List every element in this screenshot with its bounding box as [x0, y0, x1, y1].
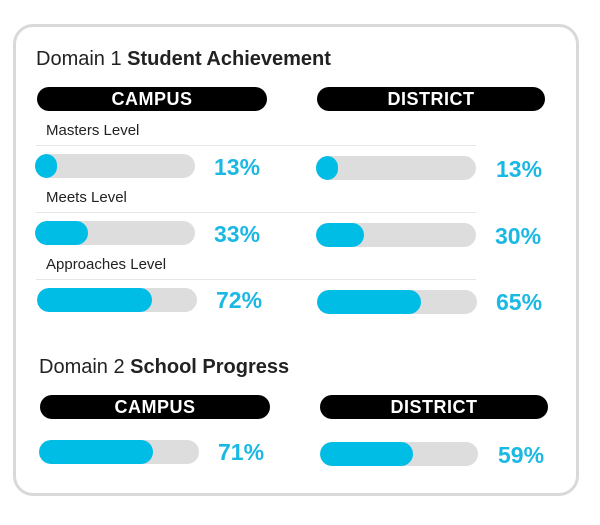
meets-district-percent: 30% — [495, 223, 542, 249]
meets-district-bar-fill — [316, 223, 364, 247]
masters-campus-bar-fill — [35, 154, 57, 178]
approaches-district-percent: 65% — [496, 289, 543, 315]
masters-campus-percent: 13% — [214, 154, 261, 180]
domain-1-title: Domain 1 Student Achievement — [36, 48, 331, 71]
divider — [36, 145, 476, 146]
school-progress-district-percent: 59% — [498, 442, 545, 468]
meets-campus-bar — [35, 221, 195, 245]
masters-district-bar — [316, 156, 476, 180]
meets-campus-percent: 33% — [214, 221, 261, 247]
domain-1-district-header: DISTRICT — [317, 87, 545, 111]
meets-level-label: Meets Level — [46, 189, 127, 206]
school-progress-campus-bar-fill — [39, 440, 153, 464]
school-progress-district-bar-fill — [320, 442, 414, 466]
masters-district-bar-fill — [316, 156, 338, 180]
domain-2-prefix: Domain 2 — [39, 356, 125, 378]
domain-2-district-header: DISTRICT — [320, 395, 548, 419]
masters-level-label: Masters Level — [46, 122, 140, 139]
domain-1-name: Student Achievement — [127, 48, 331, 70]
domain-1-campus-header: CAMPUS — [37, 87, 267, 111]
divider — [36, 279, 476, 280]
report-card — [13, 24, 579, 496]
meets-district-bar — [316, 223, 476, 247]
school-progress-district-bar — [320, 442, 478, 466]
divider — [36, 212, 476, 213]
domain-2-name: School Progress — [130, 356, 290, 378]
masters-district-percent: 13% — [496, 156, 543, 182]
meets-campus-bar-fill — [35, 221, 88, 245]
domain-1-prefix: Domain 1 — [36, 48, 122, 70]
approaches-campus-percent: 72% — [216, 287, 263, 313]
approaches-campus-bar-fill — [37, 288, 153, 312]
domain-2-title: Domain 2 School Progress — [39, 356, 289, 379]
approaches-campus-bar — [37, 288, 197, 312]
approaches-district-bar-fill — [317, 290, 421, 314]
school-progress-campus-percent: 71% — [218, 439, 265, 465]
domain-2-campus-header: CAMPUS — [40, 395, 270, 419]
masters-campus-bar — [35, 154, 195, 178]
approaches-district-bar — [317, 290, 477, 314]
approaches-level-label: Approaches Level — [46, 256, 167, 273]
school-progress-campus-bar — [39, 440, 199, 464]
